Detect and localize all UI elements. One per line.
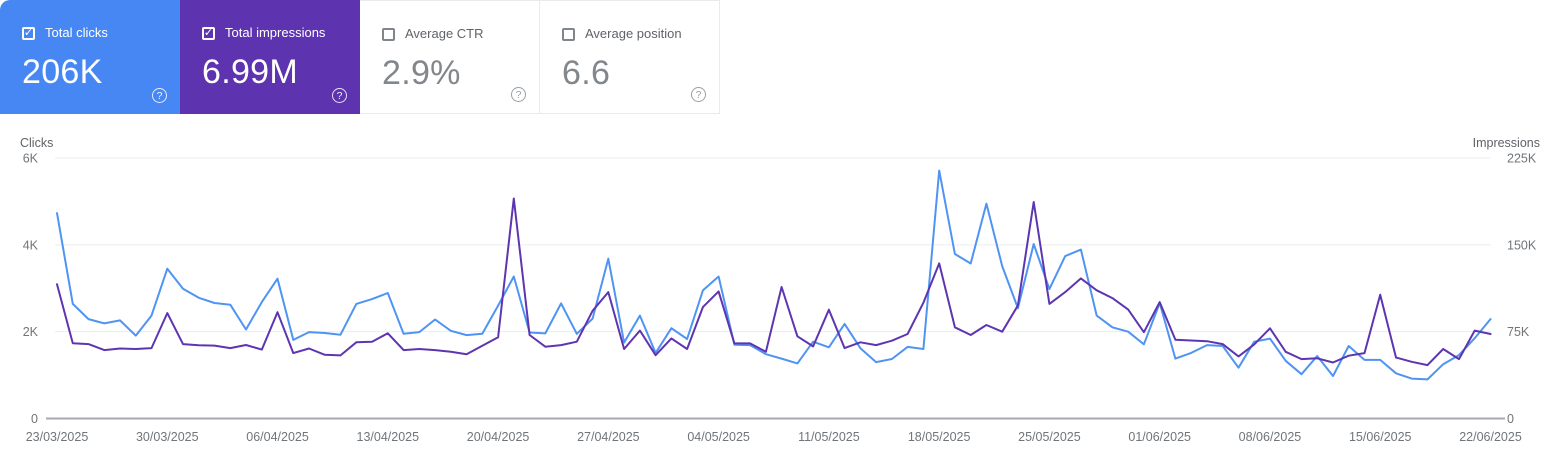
metric-cards: ✓ Total clicks 206K ? ✓ Total impression… [0,0,720,114]
checkmark-icon: ✓ [203,26,214,39]
x-axis-date-label: 11/05/2025 [798,430,860,444]
left-axis-tick: 6K [23,152,39,166]
card-total-impressions-header: ✓ Total impressions [202,26,360,40]
card-average-position-header: Average position [562,27,719,41]
x-axis-date-label: 01/06/2025 [1128,430,1191,444]
x-axis-date-label: 13/04/2025 [357,430,420,444]
right-axis-tick: 75K [1507,325,1530,339]
x-axis-date-label: 23/03/2025 [26,430,89,444]
total-impressions-checkbox[interactable]: ✓ [202,26,215,40]
help-icon[interactable]: ? [332,88,347,103]
card-total-impressions[interactable]: ✓ Total impressions 6.99M ? [180,0,360,114]
checkmark-icon: ✓ [23,26,34,39]
right-axis-tick: 0 [1507,412,1514,426]
x-axis-date-label: 06/04/2025 [246,430,309,444]
chart-plot-area[interactable] [57,158,1491,419]
series-line-total-impressions [56,197,1492,367]
total-impressions-value: 6.99M [202,53,298,91]
right-axis-tick: 225K [1507,152,1537,166]
x-axis-date-label: 15/06/2025 [1349,430,1412,444]
card-label: Total impressions [225,25,326,40]
x-axis-date-label: 22/06/2025 [1459,430,1522,444]
card-total-clicks[interactable]: ✓ Total clicks 206K ? [0,0,180,114]
x-axis-date-label: 20/04/2025 [467,430,530,444]
card-average-ctr[interactable]: Average CTR 2.9% ? [360,0,540,114]
average-position-checkbox[interactable] [562,27,575,41]
average-ctr-checkbox[interactable] [382,27,395,41]
total-clicks-value: 206K [22,53,103,91]
x-axis-date-label: 04/05/2025 [687,430,750,444]
help-icon[interactable]: ? [152,88,167,103]
card-average-ctr-header: Average CTR [382,27,539,41]
x-axis-date-label: 30/03/2025 [136,430,199,444]
average-position-value: 6.6 [562,54,611,92]
left-axis-tick: 2K [23,325,39,339]
card-label: Total clicks [45,25,108,40]
total-clicks-checkbox[interactable]: ✓ [22,26,35,40]
card-label: Average position [585,26,682,41]
right-axis-tick: 150K [1507,238,1537,252]
x-axis-date-label: 27/04/2025 [577,430,640,444]
help-icon[interactable]: ? [511,87,526,102]
x-axis-date-label: 08/06/2025 [1239,430,1302,444]
x-axis-date-label: 18/05/2025 [908,430,971,444]
average-ctr-value: 2.9% [382,54,461,92]
card-label: Average CTR [405,26,484,41]
card-average-position[interactable]: Average position 6.6 ? [540,0,720,114]
left-axis-tick: 4K [23,238,39,252]
left-axis-tick: 0 [31,412,38,426]
card-total-clicks-header: ✓ Total clicks [22,26,180,40]
left-axis-title: Clicks [20,136,53,150]
x-axis-date-label: 25/05/2025 [1018,430,1081,444]
help-icon[interactable]: ? [691,87,706,102]
right-axis-title: Impressions [1473,136,1540,150]
